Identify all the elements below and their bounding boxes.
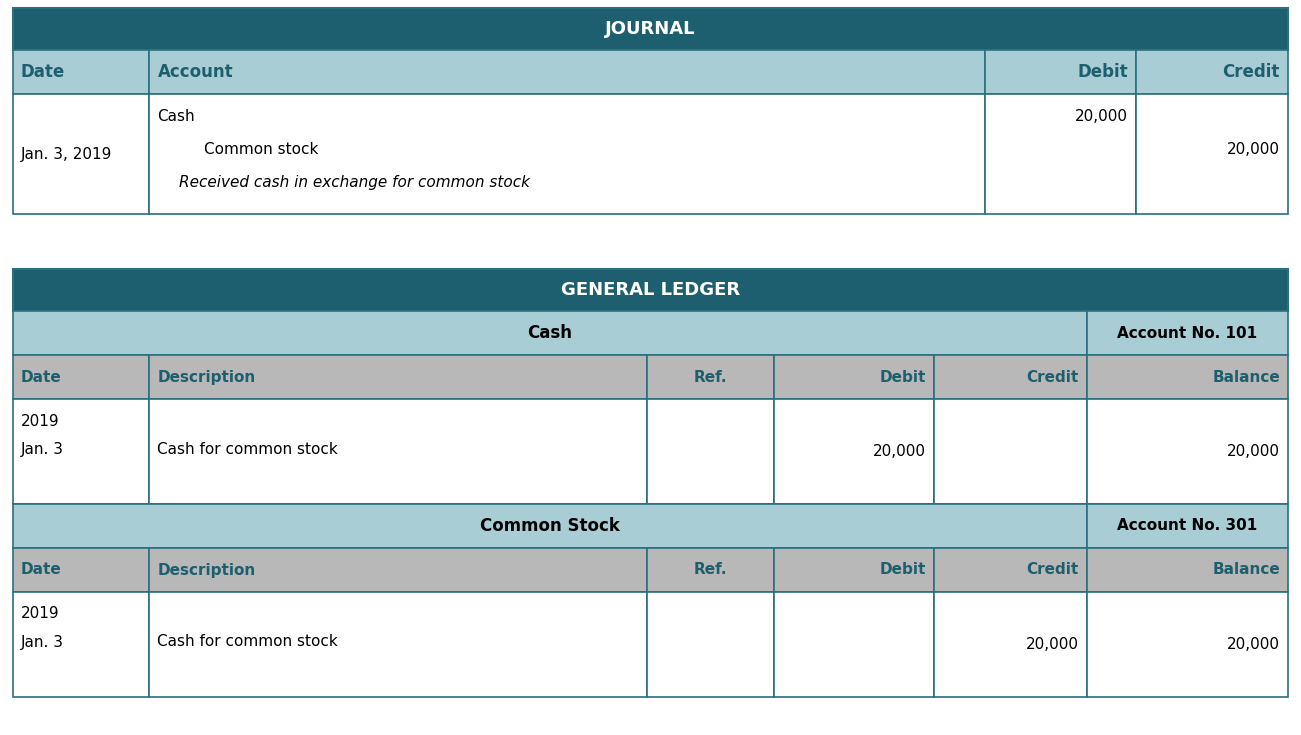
Text: Jan. 3, 2019: Jan. 3, 2019 xyxy=(21,146,112,162)
Bar xyxy=(934,548,1086,592)
Text: Cash: Cash xyxy=(157,109,195,123)
Text: Date: Date xyxy=(21,370,61,384)
Text: Debit: Debit xyxy=(879,562,925,578)
Bar xyxy=(150,399,647,504)
Text: Account No. 101: Account No. 101 xyxy=(1118,326,1257,340)
Bar xyxy=(13,269,1288,311)
Bar xyxy=(934,592,1086,697)
Text: 20,000: 20,000 xyxy=(873,444,925,459)
Bar xyxy=(774,592,934,697)
Bar xyxy=(1086,504,1288,548)
Bar xyxy=(774,548,934,592)
Bar xyxy=(150,355,647,399)
Bar xyxy=(1086,548,1288,592)
Text: 20,000: 20,000 xyxy=(1025,637,1079,652)
Text: 20,000: 20,000 xyxy=(1227,142,1280,157)
Bar xyxy=(1086,399,1288,504)
Bar xyxy=(13,311,1086,355)
Bar xyxy=(1086,592,1288,697)
Bar xyxy=(1086,355,1288,399)
Text: JOURNAL: JOURNAL xyxy=(605,20,696,38)
Text: Date: Date xyxy=(21,63,65,81)
Text: 2019: 2019 xyxy=(21,414,60,429)
Text: Account: Account xyxy=(157,63,233,81)
Text: Cash for common stock: Cash for common stock xyxy=(157,634,338,650)
Bar xyxy=(1086,311,1288,355)
Text: Description: Description xyxy=(157,370,256,384)
Text: 20,000: 20,000 xyxy=(1227,444,1280,459)
Text: Credit: Credit xyxy=(1026,370,1079,384)
Text: Description: Description xyxy=(157,562,256,578)
Bar xyxy=(647,355,774,399)
Text: Account No. 301: Account No. 301 xyxy=(1118,518,1257,534)
Text: Balance: Balance xyxy=(1213,370,1280,384)
Bar xyxy=(13,548,150,592)
Bar xyxy=(150,548,647,592)
Bar xyxy=(934,355,1086,399)
Text: Debit: Debit xyxy=(1077,63,1128,81)
Bar xyxy=(647,548,774,592)
Text: GENERAL LEDGER: GENERAL LEDGER xyxy=(561,281,740,299)
Text: Debit: Debit xyxy=(879,370,925,384)
Text: Credit: Credit xyxy=(1026,562,1079,578)
Bar xyxy=(13,8,1288,50)
Bar xyxy=(150,592,647,697)
Bar xyxy=(774,355,934,399)
Bar xyxy=(13,504,1086,548)
Bar xyxy=(13,399,150,504)
Text: Common stock: Common stock xyxy=(204,142,319,157)
Bar xyxy=(13,592,150,697)
Bar xyxy=(934,399,1086,504)
Text: 20,000: 20,000 xyxy=(1227,637,1280,652)
Text: Credit: Credit xyxy=(1223,63,1280,81)
Bar xyxy=(647,399,774,504)
Bar xyxy=(13,355,150,399)
Bar xyxy=(150,50,985,94)
Bar xyxy=(13,50,150,94)
Bar xyxy=(985,50,1136,94)
Text: Cash: Cash xyxy=(527,324,572,342)
Bar xyxy=(13,94,150,214)
Bar xyxy=(985,94,1136,214)
Text: Jan. 3: Jan. 3 xyxy=(21,634,64,650)
Text: Jan. 3: Jan. 3 xyxy=(21,442,64,456)
Text: Balance: Balance xyxy=(1213,562,1280,578)
Text: 20,000: 20,000 xyxy=(1075,109,1128,123)
Text: Common Stock: Common Stock xyxy=(480,517,619,535)
Bar xyxy=(774,399,934,504)
Text: Received cash in exchange for common stock: Received cash in exchange for common sto… xyxy=(180,174,531,190)
Bar xyxy=(647,592,774,697)
Text: Cash for common stock: Cash for common stock xyxy=(157,442,338,456)
Bar xyxy=(1136,50,1288,94)
Text: Date: Date xyxy=(21,562,61,578)
Text: Ref.: Ref. xyxy=(693,370,727,384)
Bar xyxy=(150,94,985,214)
Text: Ref.: Ref. xyxy=(693,562,727,578)
Bar xyxy=(1136,94,1288,214)
Text: 2019: 2019 xyxy=(21,606,60,622)
